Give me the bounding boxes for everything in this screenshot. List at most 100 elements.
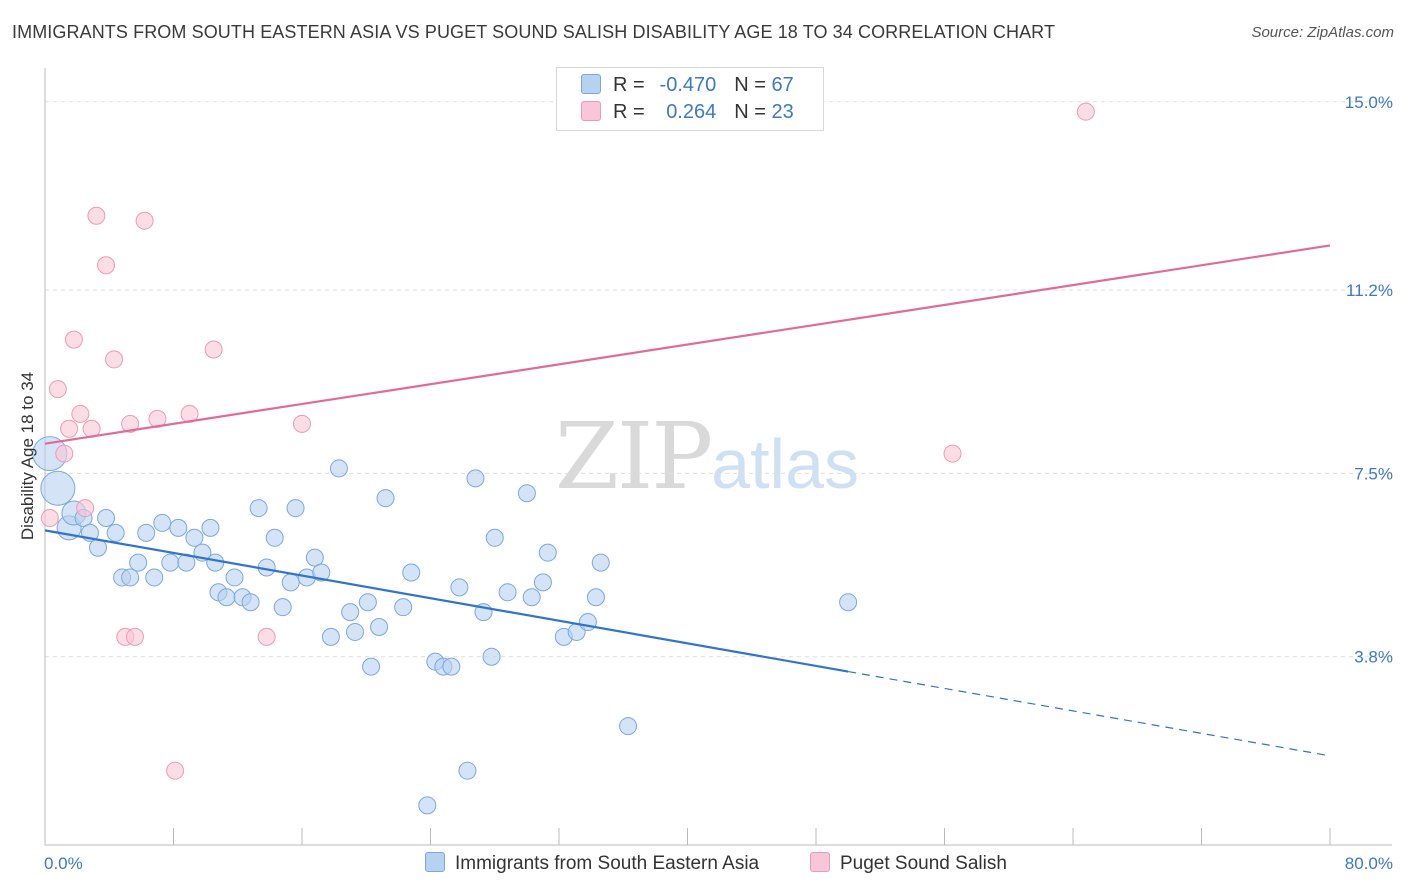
x-tick-label: 80.0% [1345, 854, 1393, 873]
series2-point [40, 508, 59, 527]
series2-point [135, 211, 154, 230]
r-label: R = [613, 74, 645, 96]
series2-point [87, 206, 106, 225]
n-label: N = [734, 101, 766, 123]
series1-point [538, 543, 557, 562]
x-tick-label: 0.0% [44, 854, 83, 873]
series1-point [145, 568, 164, 587]
series1-point [161, 553, 180, 572]
series1-point [329, 459, 348, 478]
series1-point [273, 598, 292, 617]
series1-point [286, 499, 305, 518]
series1-point [358, 593, 377, 612]
series1-trend-extension [848, 670, 1331, 757]
series1-point [40, 470, 76, 506]
series1-point [839, 593, 858, 612]
series1-point [177, 553, 196, 572]
r-label: R = [613, 101, 645, 123]
r-value: 0.264 [666, 101, 717, 123]
series1-point [206, 553, 225, 572]
series2-point [166, 761, 185, 780]
series1-point [517, 484, 536, 503]
series2-point [293, 414, 311, 433]
n-label: N = [734, 74, 766, 96]
series2-swatch-icon [581, 101, 601, 121]
series1-point [129, 553, 148, 572]
series2-trend-line [44, 244, 1331, 445]
series1-point [458, 761, 477, 780]
y-tick-label: 7.5% [1354, 464, 1393, 483]
legend-item-series1[interactable]: Immigrants from South Eastern Asia [425, 852, 759, 875]
series1-trend-line [44, 529, 849, 673]
stats-row-series1: R = -0.470 N = 67 [581, 74, 794, 100]
series2-point [943, 444, 962, 463]
series1-point [201, 518, 220, 537]
watermark: ZIPatlas [555, 403, 859, 510]
series1-point [442, 657, 461, 676]
series1-point [106, 523, 125, 542]
watermark-zip: ZIP [555, 403, 713, 510]
series1-point [591, 553, 610, 572]
series1-point [485, 528, 504, 547]
series2-point [71, 404, 90, 423]
series1-swatch-icon [581, 74, 601, 94]
series1-point [225, 568, 244, 587]
series2-point [76, 499, 95, 518]
legend-item-series2[interactable]: Puget Sound Salish [810, 852, 1007, 875]
series1-point [341, 603, 360, 622]
series1-point [249, 499, 268, 518]
series1-point [498, 583, 517, 602]
series2-legend-icon [810, 852, 830, 872]
series1-point [217, 588, 236, 607]
series2-point [97, 256, 116, 275]
series1-point [241, 593, 260, 612]
series2-point [55, 444, 74, 463]
series2-point [48, 380, 67, 399]
series1-point [402, 563, 421, 582]
series1-point [265, 528, 284, 547]
series1-point [466, 469, 485, 488]
series1-point [169, 518, 188, 537]
stats-row-series2: R = 0.264 N = 23 [581, 101, 794, 127]
series1-point [305, 548, 324, 567]
series1-point [321, 627, 340, 646]
series1-point [97, 508, 116, 527]
series1-point [153, 513, 172, 532]
n-value: 67 [771, 74, 794, 96]
legend-label: Immigrants from South Eastern Asia [455, 853, 760, 874]
series1-point [619, 717, 638, 736]
series1-point [121, 568, 140, 587]
watermark-atlas: atlas [711, 425, 860, 503]
y-axis-label: Disability Age 18 to 34 [18, 371, 37, 541]
series1-point [312, 563, 331, 582]
series2-point [257, 627, 276, 646]
series1-point [394, 598, 413, 617]
series2-point [1076, 102, 1095, 121]
series2-point [204, 340, 223, 359]
series1-point [346, 622, 365, 641]
series2-point [60, 419, 79, 438]
y-tick-label: 15.0% [1345, 93, 1393, 112]
series1-point [450, 578, 469, 597]
series1-point [185, 528, 204, 547]
series1-point [586, 588, 605, 607]
n-value: 23 [771, 101, 794, 123]
stats-box: R = -0.470 N = 67 R = 0.264 N = 23 [556, 67, 824, 131]
series2-point [121, 414, 140, 433]
series1-point [281, 573, 300, 592]
y-tick-label: 11.2% [1346, 281, 1393, 300]
series1-point [482, 647, 501, 666]
chart-title: IMMIGRANTS FROM SOUTH EASTERN ASIA VS PU… [12, 22, 1056, 42]
series1-point [376, 489, 395, 508]
series1-point [533, 573, 552, 592]
series2-point [64, 330, 83, 349]
series1-point [137, 523, 156, 542]
series1-point [370, 617, 389, 636]
y-tick-label: 3.8% [1354, 648, 1393, 667]
series1-point [418, 796, 437, 815]
series1-point [522, 588, 541, 607]
series2-point [105, 350, 124, 369]
series2-point [125, 627, 144, 646]
series1-legend-icon [425, 852, 445, 872]
